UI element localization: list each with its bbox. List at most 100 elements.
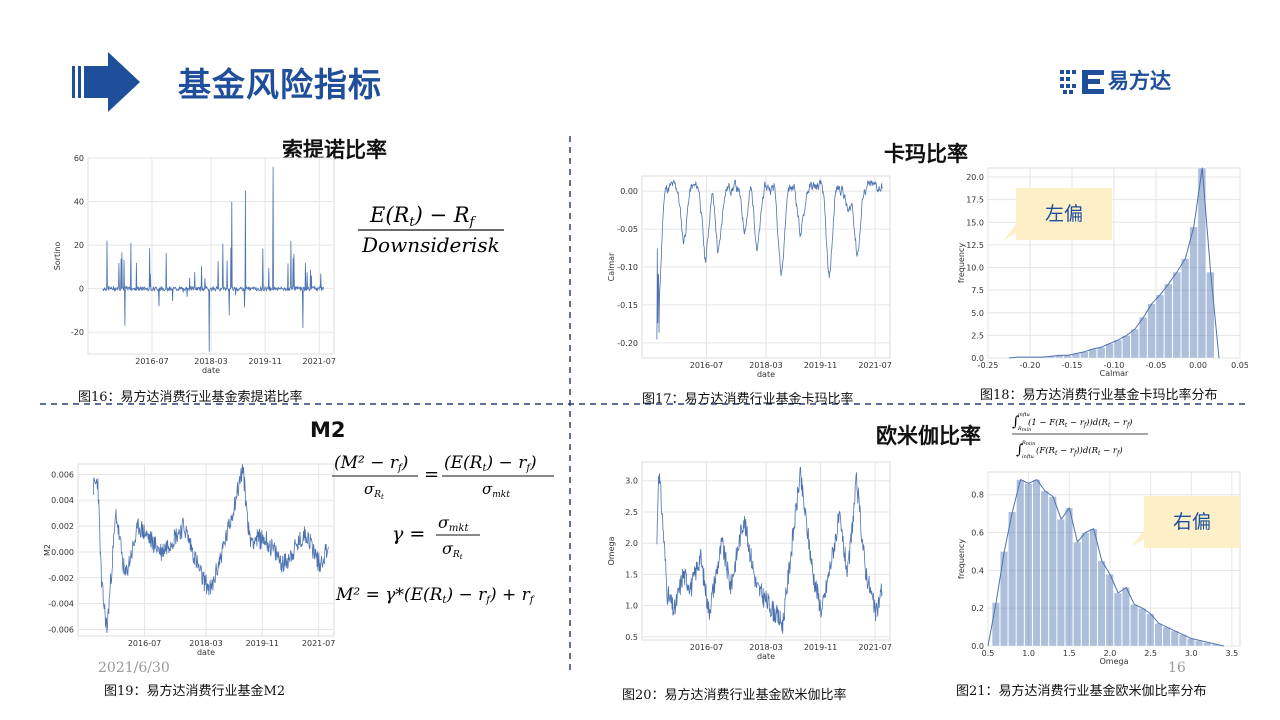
x-tick-label: 2019-11 <box>248 357 281 366</box>
caption-18: 图18：易方达消费行业基金卡玛比率分布 <box>980 388 1218 403</box>
footer-date: 2021/6/30 <box>98 660 170 676</box>
histogram-bar <box>999 551 1009 647</box>
histogram-bar <box>1008 511 1017 647</box>
histogram-bar <box>1097 560 1106 647</box>
series-line <box>102 166 325 352</box>
m2-title: M2 <box>310 418 346 442</box>
histogram-bar <box>1096 346 1106 359</box>
logo-text: 易方达 <box>1108 69 1171 93</box>
svg-text:(F(Rt − rf))d(Rt − rf): (F(Rt − rf))d(Rt − rf) <box>1036 445 1123 457</box>
histogram-bar <box>1138 607 1147 647</box>
callout-right-skew: 右偏 <box>1144 496 1240 548</box>
y-tick-label: -20 <box>71 328 84 337</box>
y-tick-label: 0.0 <box>971 642 984 651</box>
x-tick-label: -0.05 <box>1146 361 1167 370</box>
x-tick-label: 1.0 <box>1022 649 1035 658</box>
x-tick-label: 2019-11 <box>804 643 837 652</box>
svg-text:M² = γ*(E(Rt) − rf) + rf: M² = γ*(E(Rt) − rf) + rf <box>335 585 536 606</box>
histogram-bar <box>1189 226 1198 359</box>
x-tick-label: 2019-11 <box>246 639 279 648</box>
x-axis-label: date <box>757 652 775 661</box>
caption-16: 图16：易方达消费行业基金索提诺比率 <box>78 390 303 405</box>
svg-text:σmkt: σmkt <box>438 513 469 534</box>
histogram-bar <box>1162 626 1171 647</box>
svg-text:σRt: σRt <box>442 539 463 561</box>
caption-21: 图21：易方达消费行业基金欧米伽比率分布 <box>956 684 1207 699</box>
histogram-bar <box>1105 343 1114 359</box>
callout-left-skew-label: 左偏 <box>1044 203 1083 225</box>
histogram-bar <box>1081 532 1090 647</box>
histogram-bar <box>1164 283 1173 359</box>
y-tick-label: 10.0 <box>966 264 984 273</box>
y-axis-label: frequency <box>957 243 966 283</box>
sortino-formula: E(Rt) − Rf Downsiderisk <box>358 203 504 257</box>
x-tick-label: 2018-03 <box>194 357 227 366</box>
x-tick-label: 0.00 <box>1189 361 1207 370</box>
histogram-bar <box>1170 630 1179 647</box>
histogram-bar <box>991 602 1000 647</box>
callout-right-tail <box>1132 530 1150 546</box>
histogram-bar <box>1130 328 1139 359</box>
omega-formula: ∫ inftu Rmin (1 − F(Rt − rf))d(Rt − rf) … <box>1012 412 1148 460</box>
x-axis-label: date <box>197 648 215 657</box>
kde-curve <box>1008 167 1220 359</box>
x-tick-label: 2021-07 <box>858 643 891 652</box>
histogram-bar <box>1155 294 1165 359</box>
y-tick-label: 60 <box>74 154 84 163</box>
calmar-chart: 0.00 -0.05 -0.10 -0.15 -0.20 2016-07 2018-03 20… <box>604 170 896 388</box>
series-line <box>656 466 883 634</box>
x-tick-label: -0.20 <box>1020 361 1041 370</box>
svg-text:(E(Rt) − rf): (E(Rt) − rf) <box>444 453 537 474</box>
logo-icon <box>1060 70 1104 94</box>
omega-chart: 3.0 2.5 2.0 1.5 1.0 0.5 2016-07 2018-03 2019-11 2… <box>604 456 896 670</box>
y-tick-label: 0.6 <box>971 529 984 538</box>
x-tick-label: -0.25 <box>978 361 999 370</box>
callout-left-skew: 左偏 <box>1016 188 1112 240</box>
svg-text:Downsiderisk: Downsiderisk <box>361 233 500 257</box>
svg-text:Rmin: Rmin <box>1017 426 1031 433</box>
y-tick-label: -0.05 <box>617 225 638 234</box>
page-number: 16 <box>1168 660 1186 676</box>
page-title: 基金风险指标 <box>178 65 382 104</box>
x-tick-label: 3.0 <box>1185 649 1198 658</box>
svg-text:(M² − rf): (M² − rf) <box>334 453 408 474</box>
y-tick-label: 15.0 <box>966 218 984 227</box>
svg-text:E(Rt) − Rf: E(Rt) − Rf <box>369 203 477 230</box>
y-tick-label: 2.5 <box>971 331 984 340</box>
x-tick-label: 2016-07 <box>690 361 723 370</box>
x-tick-label: 2016-07 <box>135 357 168 366</box>
y-tick-label: 5.0 <box>971 309 984 318</box>
histogram-bar <box>1130 604 1139 647</box>
caption-17: 图17：易方达消费行业基金卡玛比率 <box>642 392 854 407</box>
svg-text:=: = <box>424 464 439 485</box>
histogram-bar <box>1113 592 1122 647</box>
histogram-bar <box>1122 335 1131 359</box>
histogram-bar <box>1178 634 1187 647</box>
svg-text:σmkt: σmkt <box>482 480 510 500</box>
histogram-bar <box>1056 519 1065 647</box>
x-axis-label: Omega <box>1100 657 1129 666</box>
histogram-bar <box>1172 271 1181 359</box>
histogram-bar <box>1089 528 1098 647</box>
y-tick-label: 12.5 <box>966 241 984 250</box>
arrow-icon <box>72 52 140 112</box>
histogram-bar <box>1146 613 1155 647</box>
y-tick-label: -0.10 <box>617 263 638 272</box>
x-axis-label: date <box>757 370 775 379</box>
m2-definition-formula: M² = γ*(E(Rt) − rf) + rf <box>335 585 536 606</box>
x-tick-label: 2021-07 <box>302 639 335 648</box>
x-tick-label: 2019-11 <box>804 361 837 370</box>
sortino-chart: 60 40 20 0 -20 2016-07 2018-03 2019-11 2021-07 da… <box>50 152 340 384</box>
x-axis-label: Calmar <box>1100 369 1129 378</box>
svg-text:∫: ∫ <box>1012 414 1019 430</box>
x-tick-label: 2.5 <box>1144 649 1157 658</box>
histogram-bar <box>1138 317 1148 359</box>
histogram-bar <box>1180 258 1190 359</box>
m2-formula-1: (M² − rf) σRt = (E(Rt) − rf) σmkt <box>332 453 554 500</box>
y-tick-label: 0.006 <box>51 470 74 479</box>
x-tick-label: 2.0 <box>1104 649 1117 658</box>
x-tick-label: 0.05 <box>1231 361 1248 370</box>
series-line <box>93 464 329 634</box>
gamma-formula: γ = σmkt σRt <box>392 513 480 561</box>
